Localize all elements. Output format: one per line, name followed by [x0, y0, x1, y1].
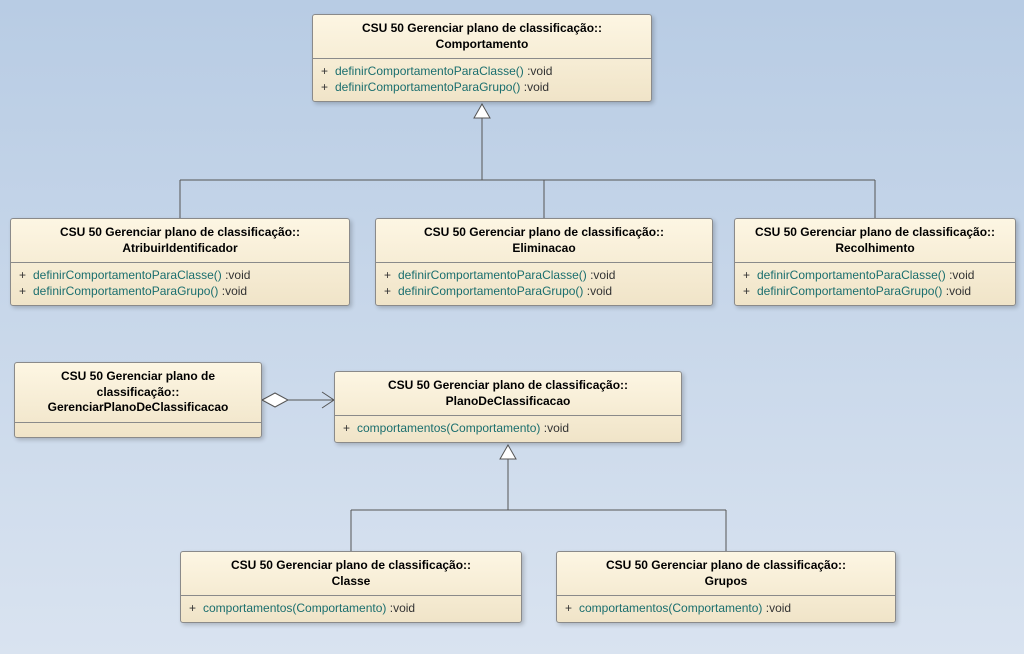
title-line: Grupos: [705, 574, 748, 588]
visibility: +: [189, 601, 203, 615]
visibility: +: [19, 284, 33, 298]
title-line: CSU 50 Gerenciar plano de classificação:…: [424, 225, 664, 239]
return-type: :void: [587, 268, 616, 282]
class-atribuir-identificador: CSU 50 Gerenciar plano de classificação:…: [10, 218, 350, 306]
return-type: :void: [762, 601, 791, 615]
return-type: :void: [946, 268, 975, 282]
method-name: comportamentos(Comportamento): [203, 601, 386, 615]
title-line: CSU 50 Gerenciar plano de classificação:…: [606, 558, 846, 572]
method: +definirComportamentoParaGrupo() :void: [743, 283, 1007, 299]
class-methods: +definirComportamentoParaClasse() :void …: [735, 263, 1015, 305]
method-name: definirComportamentoParaGrupo(): [335, 80, 520, 94]
title-line: Recolhimento: [835, 241, 914, 255]
aggregation-arrowhead: [322, 392, 334, 408]
title-line: CSU 50 Gerenciar plano de classificação:…: [388, 378, 628, 392]
method-name: definirComportamentoParaClasse(): [335, 64, 524, 78]
method-name: definirComportamentoParaClasse(): [757, 268, 946, 282]
return-type: :void: [222, 268, 251, 282]
title-line: PlanoDeClassificacao: [446, 394, 571, 408]
title-line: Comportamento: [436, 37, 529, 51]
method: +comportamentos(Comportamento) :void: [343, 420, 673, 436]
inherit-arrow-comportamento: [474, 104, 490, 118]
method: +definirComportamentoParaGrupo() :void: [19, 283, 341, 299]
class-grupos: CSU 50 Gerenciar plano de classificação:…: [556, 551, 896, 623]
uml-canvas: CSU 50 Gerenciar plano de classificação:…: [0, 0, 1024, 654]
title-line: CSU 50 Gerenciar plano de classificação:…: [755, 225, 995, 239]
return-type: :void: [520, 80, 549, 94]
class-title: CSU 50 Gerenciar plano de classificação:…: [735, 219, 1015, 263]
class-recolhimento: CSU 50 Gerenciar plano de classificação:…: [734, 218, 1016, 306]
class-methods: +comportamentos(Comportamento) :void: [181, 596, 521, 622]
title-line: AtribuirIdentificador: [122, 241, 237, 255]
class-comportamento: CSU 50 Gerenciar plano de classificação:…: [312, 14, 652, 102]
class-title: CSU 50 Gerenciar plano de classificação:…: [313, 15, 651, 59]
visibility: +: [19, 268, 33, 282]
class-classe: CSU 50 Gerenciar plano de classificação:…: [180, 551, 522, 623]
return-type: :void: [524, 64, 553, 78]
visibility: +: [743, 268, 757, 282]
title-line: CSU 50 Gerenciar plano de: [61, 369, 215, 383]
method: +definirComportamentoParaClasse() :void: [19, 267, 341, 283]
title-line: classificação::: [97, 385, 180, 399]
class-title: CSU 50 Gerenciar plano de classificação:…: [335, 372, 681, 416]
class-title: CSU 50 Gerenciar plano de classificação:…: [557, 552, 895, 596]
title-line: CSU 50 Gerenciar plano de classificação:…: [231, 558, 471, 572]
return-type: :void: [540, 421, 569, 435]
title-line: GerenciarPlanoDeClassificacao: [48, 400, 229, 414]
method: +definirComportamentoParaGrupo() :void: [384, 283, 704, 299]
visibility: +: [565, 601, 579, 615]
class-methods: +definirComportamentoParaClasse() :void …: [313, 59, 651, 101]
method: +definirComportamentoParaGrupo() :void: [321, 79, 643, 95]
class-title: CSU 50 Gerenciar plano de classificação:…: [15, 363, 261, 423]
visibility: +: [384, 284, 398, 298]
class-methods: +comportamentos(Comportamento) :void: [335, 416, 681, 442]
method-name: definirComportamentoParaGrupo(): [33, 284, 218, 298]
class-methods: +definirComportamentoParaClasse() :void …: [376, 263, 712, 305]
method: +definirComportamentoParaClasse() :void: [321, 63, 643, 79]
method-name: comportamentos(Comportamento): [579, 601, 762, 615]
method: +definirComportamentoParaClasse() :void: [743, 267, 1007, 283]
visibility: +: [384, 268, 398, 282]
return-type: :void: [218, 284, 247, 298]
title-line: CSU 50 Gerenciar plano de classificação:…: [362, 21, 602, 35]
class-title: CSU 50 Gerenciar plano de classificação:…: [181, 552, 521, 596]
method-name: definirComportamentoParaClasse(): [398, 268, 587, 282]
visibility: +: [343, 421, 357, 435]
return-type: :void: [583, 284, 612, 298]
class-methods: +definirComportamentoParaClasse() :void …: [11, 263, 349, 305]
method-name: definirComportamentoParaClasse(): [33, 268, 222, 282]
return-type: :void: [386, 601, 415, 615]
method-name: comportamentos(Comportamento): [357, 421, 540, 435]
visibility: +: [743, 284, 757, 298]
class-methods: [15, 423, 261, 437]
class-title: CSU 50 Gerenciar plano de classificação:…: [376, 219, 712, 263]
method: +comportamentos(Comportamento) :void: [565, 600, 887, 616]
method: +comportamentos(Comportamento) :void: [189, 600, 513, 616]
aggregation-diamond: [262, 393, 288, 407]
visibility: +: [321, 64, 335, 78]
class-plano: CSU 50 Gerenciar plano de classificação:…: [334, 371, 682, 443]
title-line: Classe: [332, 574, 371, 588]
class-eliminacao: CSU 50 Gerenciar plano de classificação:…: [375, 218, 713, 306]
class-title: CSU 50 Gerenciar plano de classificação:…: [11, 219, 349, 263]
title-line: CSU 50 Gerenciar plano de classificação:…: [60, 225, 300, 239]
class-gerenciar-plano: CSU 50 Gerenciar plano de classificação:…: [14, 362, 262, 438]
title-line: Eliminacao: [512, 241, 575, 255]
inherit-arrow-plano: [500, 445, 516, 459]
method: +definirComportamentoParaClasse() :void: [384, 267, 704, 283]
visibility: +: [321, 80, 335, 94]
method-name: definirComportamentoParaGrupo(): [757, 284, 942, 298]
class-methods: +comportamentos(Comportamento) :void: [557, 596, 895, 622]
method-name: definirComportamentoParaGrupo(): [398, 284, 583, 298]
return-type: :void: [942, 284, 971, 298]
